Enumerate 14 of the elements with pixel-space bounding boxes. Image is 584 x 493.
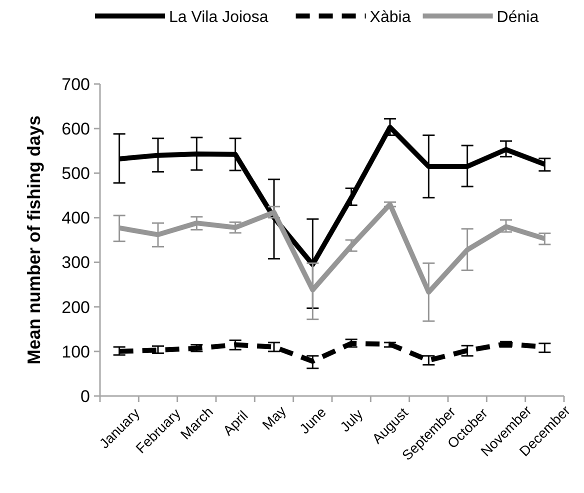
y-tick-label: 500 <box>62 164 90 184</box>
y-tick-label: 200 <box>62 298 90 317</box>
y-tick-label: 100 <box>62 342 90 362</box>
legend-label: La Vila Joiosa <box>169 9 268 26</box>
x-tick-label: May <box>258 402 289 433</box>
y-tick-label: 600 <box>62 120 90 139</box>
y-tick-label: 300 <box>62 253 90 272</box>
legend-label: Xàbia <box>370 9 411 26</box>
y-tick-label: 0 <box>80 386 90 406</box>
y-tick-label: 700 <box>62 74 90 94</box>
y-tick-label: 400 <box>62 208 90 228</box>
x-tick-label: July <box>336 406 366 435</box>
legend-label: Dénia <box>496 9 539 26</box>
y-axis-title: Mean number of fishing days <box>24 115 44 365</box>
